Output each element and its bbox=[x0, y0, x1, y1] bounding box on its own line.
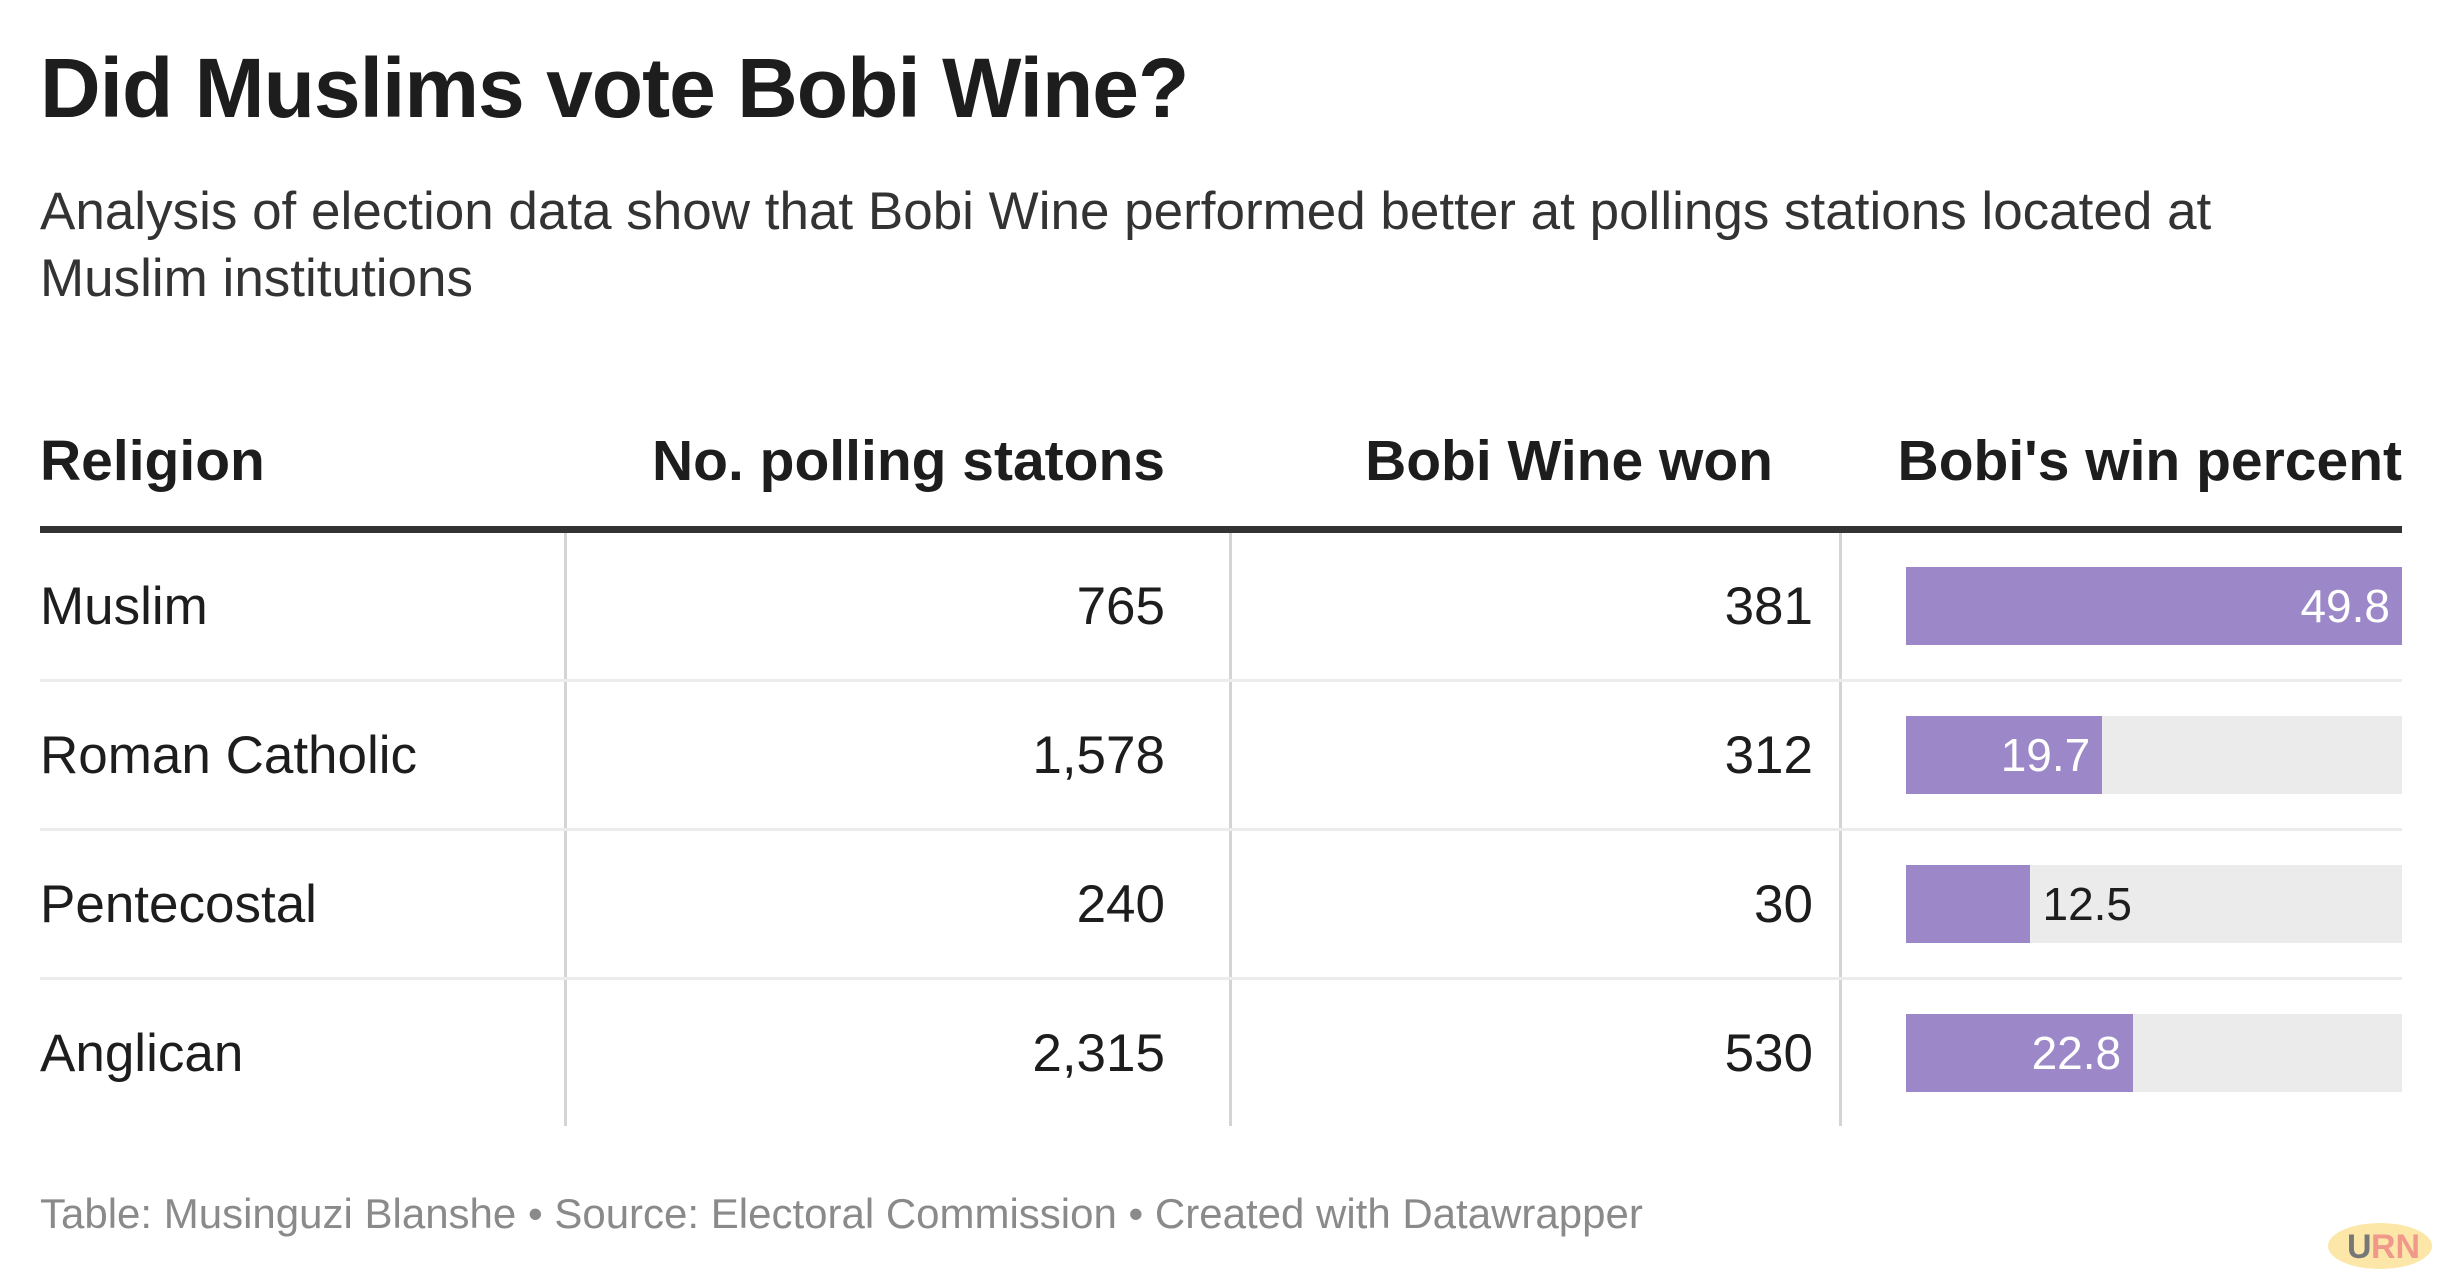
footer-created-with: Created with Datawrapper bbox=[1154, 1190, 1643, 1237]
table-row: Muslim 765 381 49.8 bbox=[40, 533, 2402, 682]
percent-bar-track: 12.5 bbox=[1906, 865, 2402, 943]
column-divider bbox=[1229, 682, 1232, 828]
percent-bar-track: 22.8 bbox=[1906, 1014, 2402, 1092]
footer-source: Source: Electoral Commission bbox=[554, 1190, 1117, 1237]
svg-text:RN: RN bbox=[2371, 1228, 2420, 1266]
urn-logo: U RN bbox=[2328, 1223, 2432, 1269]
column-divider bbox=[1839, 533, 1842, 679]
percent-bar bbox=[1906, 1014, 2134, 1092]
percent-bar bbox=[1906, 716, 2103, 794]
percent-label: 49.8 bbox=[2300, 580, 2390, 632]
header-percent: Bobi's win percent bbox=[1897, 429, 2402, 493]
percent-bar bbox=[1906, 567, 2402, 645]
header-religion: Religion bbox=[40, 429, 265, 493]
column-divider bbox=[1839, 831, 1842, 977]
percent-bar-track: 19.7 bbox=[1906, 716, 2402, 794]
header-won: Bobi Wine won bbox=[1365, 429, 1773, 493]
column-divider bbox=[564, 682, 567, 828]
column-divider bbox=[1839, 682, 1842, 828]
footer-separator: • bbox=[1116, 1190, 1155, 1237]
column-divider bbox=[1229, 831, 1232, 977]
column-divider bbox=[1839, 980, 1842, 1126]
footer-table-credit: Table: Musinguzi Blanshe bbox=[40, 1190, 517, 1237]
data-table: Religion No. polling statons Bobi Wine w… bbox=[40, 410, 2402, 1126]
percent-bar bbox=[1906, 865, 2031, 943]
won-cell: 381 bbox=[1724, 576, 1813, 636]
column-divider bbox=[1229, 980, 1232, 1126]
column-divider bbox=[1229, 533, 1232, 679]
column-divider bbox=[564, 831, 567, 977]
won-cell: 530 bbox=[1724, 1023, 1813, 1083]
percent-label: 22.8 bbox=[2031, 1027, 2122, 1079]
stations-cell: 765 bbox=[1076, 576, 1165, 636]
footer-separator: • bbox=[516, 1190, 555, 1237]
religion-cell: Muslim bbox=[40, 576, 208, 636]
percent-label: 12.5 bbox=[2042, 878, 2133, 930]
table-row: Roman Catholic 1,578 312 19.7 bbox=[40, 682, 2402, 831]
column-divider bbox=[564, 980, 567, 1126]
chart-title: Did Muslims vote Bobi Wine? bbox=[40, 41, 1189, 135]
column-divider bbox=[564, 533, 567, 679]
header-stations: No. polling statons bbox=[652, 429, 1165, 493]
percent-bar-track: 49.8 bbox=[1906, 567, 2402, 645]
won-cell: 30 bbox=[1754, 874, 1813, 934]
stations-cell: 240 bbox=[1076, 874, 1165, 934]
won-cell: 312 bbox=[1724, 725, 1813, 785]
religion-cell: Roman Catholic bbox=[40, 725, 418, 785]
religion-cell: Anglican bbox=[40, 1023, 244, 1083]
stations-cell: 1,578 bbox=[1032, 725, 1165, 785]
svg-text:U: U bbox=[2347, 1228, 2372, 1266]
table-row: Pentecostal 240 30 12.5 bbox=[40, 831, 2402, 980]
table-row: Anglican 2,315 530 22.8 bbox=[40, 980, 2402, 1126]
table-header: Religion No. polling statons Bobi Wine w… bbox=[40, 410, 2402, 533]
chart-subtitle: Analysis of election data show that Bobi… bbox=[40, 182, 2212, 308]
religion-cell: Pentecostal bbox=[40, 874, 317, 934]
stations-cell: 2,315 bbox=[1032, 1023, 1165, 1083]
percent-label: 19.7 bbox=[2000, 729, 2091, 781]
footer: Table: Musinguzi Blanshe • Source: Elect… bbox=[40, 1190, 1643, 1238]
